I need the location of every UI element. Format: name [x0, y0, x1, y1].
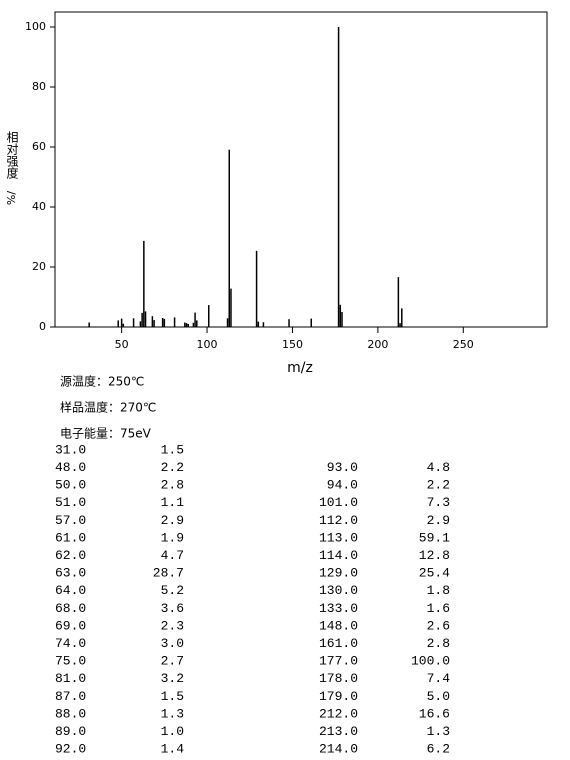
y-axis-label: 相对强度: [5, 131, 19, 179]
intensity-cell: 2.7: [161, 654, 184, 669]
intensity-cell: 2.2: [427, 478, 450, 493]
y-tick-label: 100: [25, 20, 46, 33]
intensity-cell: 3.2: [161, 671, 184, 686]
intensity-cell: 2.3: [161, 618, 184, 633]
mass-cell: 74.0: [55, 636, 86, 651]
mass-cell: 161.0: [319, 636, 358, 651]
intensity-cell: 1.0: [161, 724, 184, 739]
mass-cell: 69.0: [55, 618, 86, 633]
mass-cell: 129.0: [319, 566, 358, 581]
intensity-cell: 3.6: [161, 601, 184, 616]
mass-cell: 148.0: [319, 618, 358, 633]
intensity-cell: 16.6: [419, 706, 450, 721]
y-axis-unit: %/: [5, 191, 18, 205]
intensity-cell: 12.8: [419, 548, 450, 563]
x-tick-label: 250: [453, 338, 474, 351]
mass-cell: 62.0: [55, 548, 86, 563]
plot-frame: [54, 11, 548, 328]
y-tick-label: 0: [39, 320, 46, 333]
mass-cell: 112.0: [319, 513, 358, 528]
mass-cell: 178.0: [319, 671, 358, 686]
intensity-cell: 1.3: [161, 706, 184, 721]
mass-cell: 31.0: [55, 442, 86, 457]
intensity-cell: 4.7: [161, 548, 184, 563]
mass-cell: 92.0: [55, 742, 86, 757]
mass-cell: 113.0: [319, 530, 358, 545]
intensity-cell: 25.4: [419, 566, 450, 581]
y-tick-label: 40: [32, 200, 46, 213]
intensity-cell: 59.1: [419, 530, 450, 545]
intensity-cell: 2.8: [161, 478, 184, 493]
mass-cell: 213.0: [319, 724, 358, 739]
y-tick-label: 60: [32, 140, 46, 153]
intensity-cell: 6.2: [427, 742, 450, 757]
mass-cell: 63.0: [55, 566, 86, 581]
mass-cell: 94.0: [327, 478, 358, 493]
mass-cell: 57.0: [55, 513, 86, 528]
mass-cell: 64.0: [55, 583, 86, 598]
mass-cell: 133.0: [319, 601, 358, 616]
mass-cell: 51.0: [55, 495, 86, 510]
x-tick-label: 100: [197, 338, 218, 351]
info-line: 电子能量：75eV: [60, 427, 152, 441]
mass-cell: 101.0: [319, 495, 358, 510]
intensity-cell: 1.1: [161, 495, 185, 510]
intensity-cell: 5.0: [427, 689, 450, 704]
x-tick-label: 200: [367, 338, 388, 351]
intensity-cell: 2.6: [427, 618, 450, 633]
mass-cell: 114.0: [319, 548, 358, 563]
info-line: 样品温度：270℃: [60, 400, 156, 415]
mass-cell: 81.0: [55, 671, 86, 686]
mass-cell: 179.0: [319, 689, 358, 704]
intensity-cell: 1.5: [161, 689, 184, 704]
intensity-cell: 1.4: [161, 742, 185, 757]
intensity-cell: 1.5: [161, 442, 184, 457]
intensity-cell: 100.0: [411, 654, 450, 669]
intensity-cell: 7.4: [427, 671, 451, 686]
intensity-cell: 2.2: [161, 460, 184, 475]
mass-cell: 61.0: [55, 530, 86, 545]
x-axis-label: m/z: [287, 360, 313, 376]
intensity-cell: 7.3: [427, 495, 450, 510]
mass-cell: 48.0: [55, 460, 86, 475]
intensity-cell: 1.8: [427, 583, 450, 598]
y-tick-label: 80: [32, 80, 46, 93]
intensity-cell: 4.8: [427, 460, 450, 475]
info-line: 源温度：250℃: [60, 374, 144, 389]
intensity-cell: 2.9: [427, 513, 450, 528]
intensity-cell: 1.9: [161, 530, 184, 545]
mass-cell: 93.0: [327, 460, 358, 475]
mass-cell: 214.0: [319, 742, 358, 757]
intensity-cell: 3.0: [161, 636, 184, 651]
mass-cell: 50.0: [55, 478, 86, 493]
intensity-cell: 1.3: [427, 724, 450, 739]
mass-cell: 130.0: [319, 583, 358, 598]
mass-cell: 75.0: [55, 654, 86, 669]
intensity-cell: 28.7: [153, 566, 184, 581]
intensity-cell: 1.6: [427, 601, 450, 616]
x-tick-label: 150: [282, 338, 303, 351]
mass-cell: 89.0: [55, 724, 86, 739]
intensity-cell: 5.2: [161, 583, 184, 598]
y-tick-label: 20: [32, 260, 46, 273]
mass-cell: 68.0: [55, 601, 86, 616]
mass-cell: 87.0: [55, 689, 86, 704]
mass-cell: 212.0: [319, 706, 358, 721]
mass-cell: 88.0: [55, 706, 86, 721]
intensity-cell: 2.8: [427, 636, 450, 651]
x-tick-label: 50: [115, 338, 129, 351]
intensity-cell: 2.9: [161, 513, 184, 528]
mass-cell: 177.0: [319, 654, 358, 669]
